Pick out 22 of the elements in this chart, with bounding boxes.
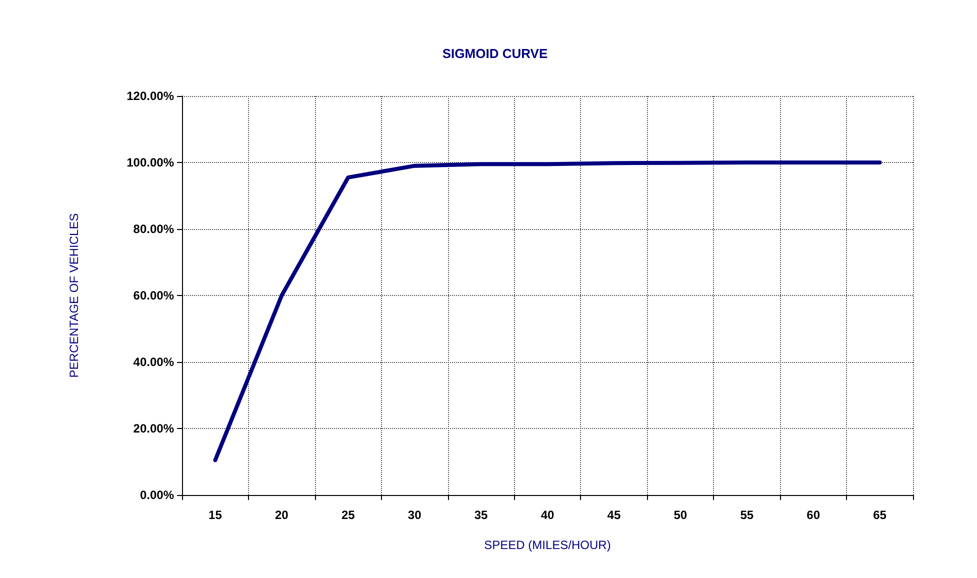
y-tick-label: 20.00% [133,422,174,436]
x-tick-label: 50 [674,508,688,522]
y-tick-label: 100.00% [126,156,174,170]
x-tick-label: 65 [873,508,887,522]
x-tick-label: 40 [540,508,554,522]
y-tick-label: 60.00% [133,288,174,302]
x-tick-label: 20 [275,508,289,522]
y-axis-title: PERCENTAGE OF VEHICLES [67,213,81,378]
x-tick-label: 60 [806,508,820,522]
line-series [213,160,882,462]
y-tick-label: 80.00% [133,222,174,236]
x-tick-label: 45 [607,508,621,522]
x-tick-label: 35 [474,508,488,522]
x-tick-label: 25 [341,508,356,522]
x-tick-label: 30 [408,508,422,522]
y-tick-label: 0.00% [140,488,174,502]
x-axis-title: SPEED (MILES/HOUR) [484,538,611,552]
chart-title: SIGMOID CURVE [442,46,548,61]
y-tick-label: 40.00% [133,355,174,369]
x-tick-label: 15 [208,508,222,522]
x-tick-label: 55 [740,508,754,522]
y-tick-label: 120.00% [126,89,174,103]
